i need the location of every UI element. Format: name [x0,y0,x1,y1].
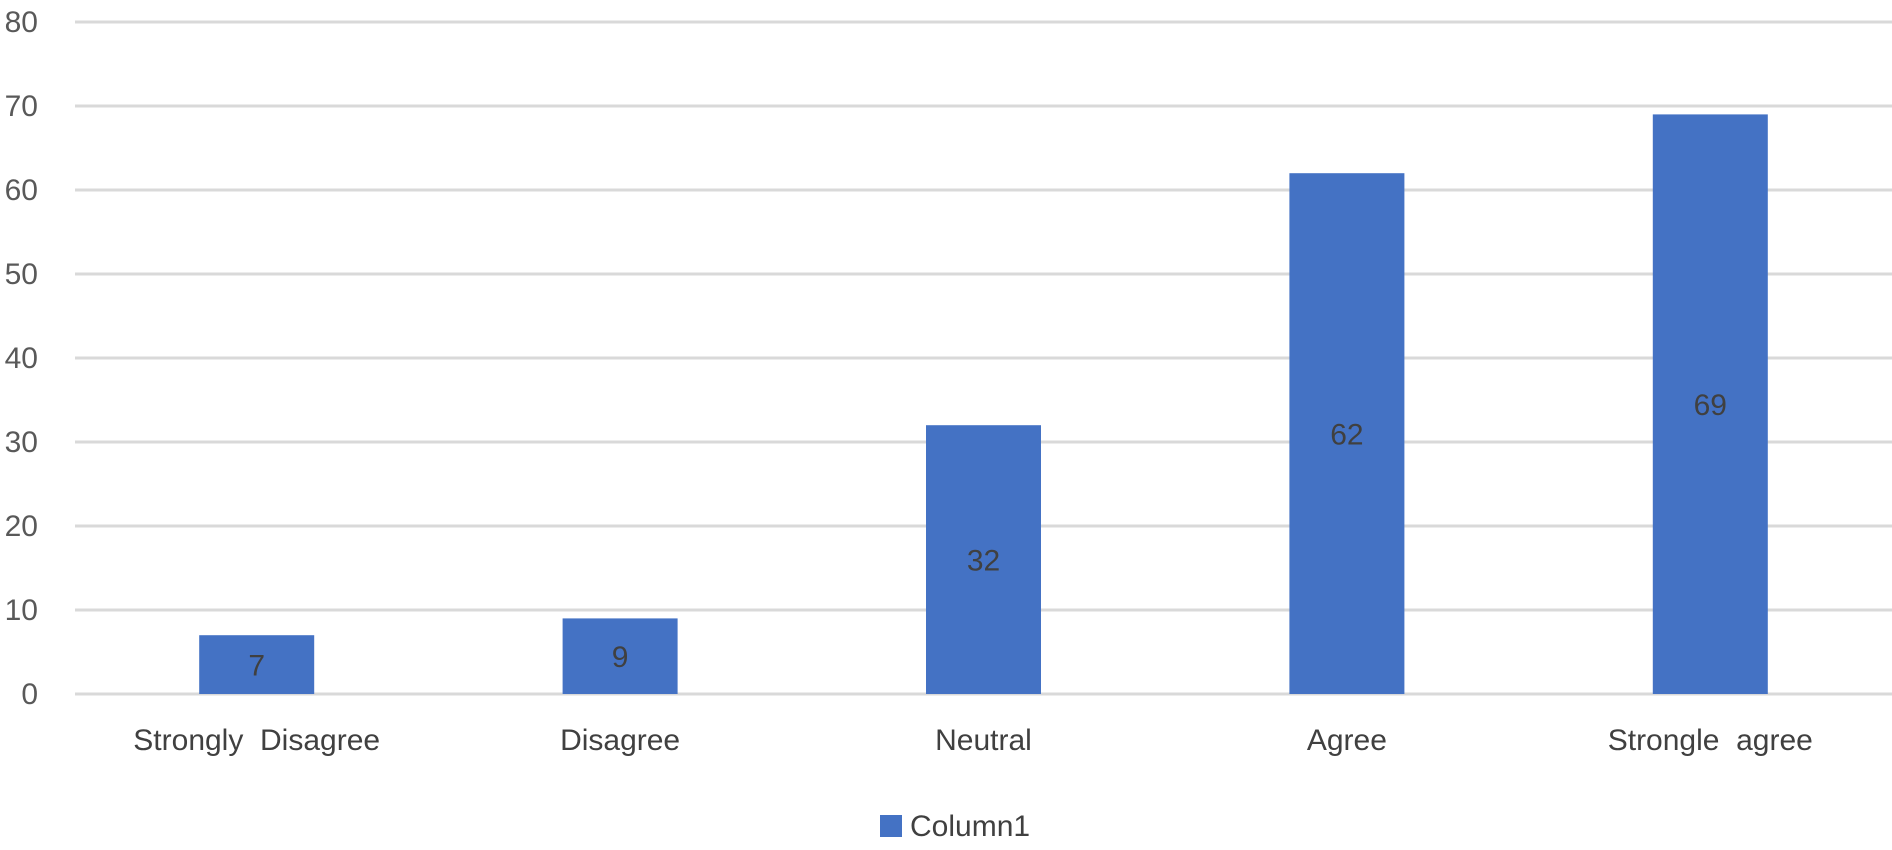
bar-value-label: 9 [612,641,629,674]
y-axis-tick-labels: 0 10 20 30 40 50 60 70 80 [5,6,38,711]
bar-value-label: 62 [1330,419,1363,452]
y-tick-label: 10 [5,594,38,627]
y-tick-label: 30 [5,426,38,459]
legend: Column1 [880,810,1030,843]
bar [1289,173,1405,694]
y-tick-label: 70 [5,90,38,123]
x-axis-category-labels: Strongly Disagree Disagree Neutral Agree Str… [133,724,1813,757]
y-tick-label: 50 [5,258,38,291]
category-label: Agree [1307,724,1387,757]
y-tick-label: 40 [5,342,38,375]
bar-value-label: 7 [248,650,265,683]
bar [562,618,678,694]
gridlines [75,20,1892,696]
y-tick-label: 20 [5,510,38,543]
category-label: Strongle agree [1608,724,1813,757]
legend-label: Column1 [910,810,1030,843]
y-tick-label: 80 [5,6,38,39]
y-tick-label: 0 [21,678,38,711]
legend-swatch [880,815,902,837]
category-label: Neutral [935,724,1032,757]
y-tick-label: 60 [5,174,38,207]
bar-value-label: 69 [1694,389,1727,422]
bar [1652,114,1768,694]
data-labels: 7 9 32 62 69 [248,389,1727,682]
bars [199,114,1768,694]
bar-value-label: 32 [967,545,1000,578]
category-label: Strongly Disagree [133,724,380,757]
category-label: Disagree [560,724,680,757]
bar [199,635,315,694]
bar [926,425,1041,694]
